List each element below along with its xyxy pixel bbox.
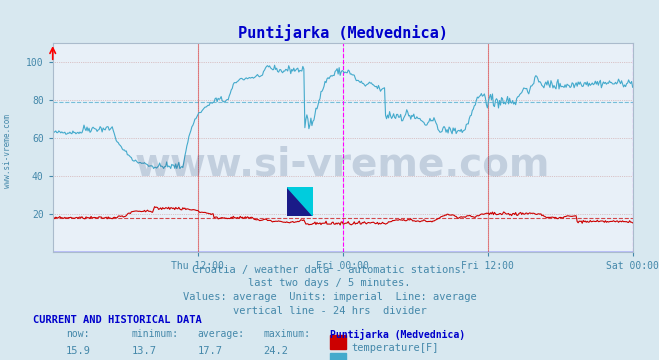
Bar	[330, 353, 346, 360]
Title: Puntijarka (Medvednica): Puntijarka (Medvednica)	[238, 24, 447, 41]
Polygon shape	[287, 187, 313, 216]
Text: maximum:: maximum:	[264, 329, 310, 339]
Text: average:: average:	[198, 329, 244, 339]
Polygon shape	[287, 187, 313, 216]
Text: 17.7: 17.7	[198, 346, 223, 356]
Text: CURRENT AND HISTORICAL DATA: CURRENT AND HISTORICAL DATA	[33, 315, 202, 325]
Text: Croatia / weather data - automatic stations.: Croatia / weather data - automatic stati…	[192, 265, 467, 275]
Text: Values: average  Units: imperial  Line: average: Values: average Units: imperial Line: av…	[183, 292, 476, 302]
Text: 24.2: 24.2	[264, 346, 289, 356]
Text: 13.7: 13.7	[132, 346, 157, 356]
Text: Puntijarka (Medvednica): Puntijarka (Medvednica)	[330, 329, 465, 340]
Text: 15.9: 15.9	[66, 346, 91, 356]
Text: now:: now:	[66, 329, 90, 339]
Text: temperature[F]: temperature[F]	[351, 343, 439, 353]
Text: minimum:: minimum:	[132, 329, 179, 339]
Polygon shape	[287, 187, 313, 216]
Bar	[330, 335, 346, 349]
Text: vertical line - 24 hrs  divider: vertical line - 24 hrs divider	[233, 306, 426, 316]
Text: www.si-vreme.com: www.si-vreme.com	[135, 145, 550, 183]
Text: last two days / 5 minutes.: last two days / 5 minutes.	[248, 278, 411, 288]
Text: www.si-vreme.com: www.si-vreme.com	[3, 114, 13, 188]
